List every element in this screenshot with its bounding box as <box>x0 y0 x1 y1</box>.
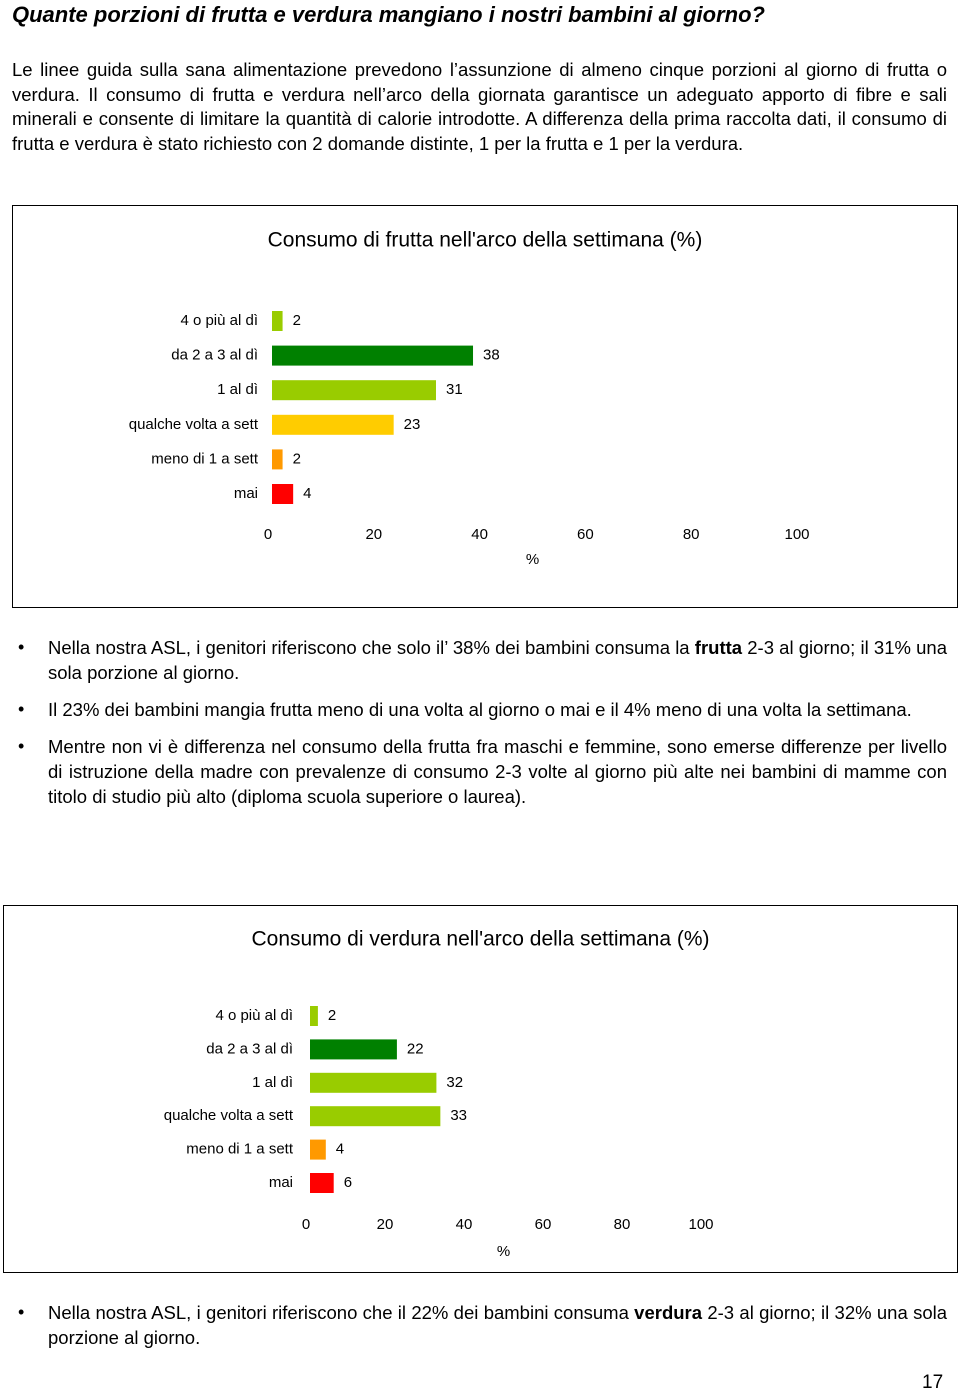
x-tick-label: 80 <box>614 1216 631 1233</box>
x-axis-label: % <box>526 551 539 568</box>
value-label: 23 <box>404 416 421 433</box>
category-label: meno di 1 a sett <box>151 450 259 467</box>
text: Mentre non vi è differenza nel consumo d… <box>48 736 947 807</box>
category-label: 4 o più al dì <box>180 312 258 329</box>
text: Il 23% dei bambini mangia frutta meno di… <box>48 699 912 720</box>
text: 2-3 al giorno; il 32% una sola porzione … <box>48 1302 948 1348</box>
bar <box>272 380 436 401</box>
value-label: 4 <box>303 485 311 502</box>
bar <box>310 1173 334 1193</box>
category-label: mai <box>269 1174 293 1191</box>
text: Nella nostra ASL, i genitori riferiscono… <box>48 637 695 658</box>
bold-text: frutta <box>694 637 743 658</box>
value-label: 33 <box>450 1107 467 1124</box>
bullet-item: Nella nostra ASL, i genitori riferiscono… <box>12 1300 947 1350</box>
value-label: 2 <box>328 1007 336 1024</box>
bullet-item: Nella nostra ASL, i genitori riferiscono… <box>12 635 947 685</box>
bullet-list: Nella nostra ASL, i genitori riferiscono… <box>12 1300 947 1362</box>
value-label: 31 <box>446 381 463 398</box>
x-tick-label: 100 <box>784 526 809 543</box>
bar <box>272 484 294 504</box>
bar <box>310 1139 326 1160</box>
bullet-item: Il 23% dei bambini mangia frutta meno di… <box>12 697 947 722</box>
x-tick-label: 0 <box>302 1216 310 1233</box>
x-axis-label: % <box>497 1243 510 1260</box>
bullet-list: Nella nostra ASL, i genitori riferiscono… <box>12 635 947 821</box>
bar <box>272 345 474 366</box>
text: Nella nostra ASL, i genitori riferiscono… <box>48 1302 635 1323</box>
category-label: qualche volta a sett <box>129 416 259 433</box>
category-label: qualche volta a sett <box>164 1107 294 1124</box>
bar <box>310 1072 437 1093</box>
value-label: 2 <box>293 450 301 467</box>
category-label: da 2 a 3 al dì <box>206 1040 293 1057</box>
heading: Quante porzioni di frutta e verdura mang… <box>12 2 765 27</box>
value-label: 4 <box>336 1141 344 1158</box>
bar <box>310 1006 318 1026</box>
bar <box>272 449 283 470</box>
value-label: 38 <box>483 347 500 364</box>
category-label: mai <box>234 485 258 502</box>
x-tick-label: 60 <box>535 1216 552 1233</box>
category-label: 1 al dì <box>252 1074 293 1091</box>
x-tick-label: 100 <box>688 1216 713 1233</box>
chart-title: Consumo di verdura nell'arco della setti… <box>251 928 709 951</box>
value-label: 2 <box>293 312 301 329</box>
intro-paragraph: Le linee guida sulla sana alimentazione … <box>12 59 947 154</box>
chart-frame <box>12 205 958 608</box>
bullet-item: Mentre non vi è differenza nel consumo d… <box>12 734 947 809</box>
x-tick-label: 80 <box>683 526 700 543</box>
bar <box>272 311 283 331</box>
x-tick-label: 40 <box>456 1216 473 1233</box>
category-label: 4 o più al dì <box>215 1007 293 1024</box>
bold-text: verdura <box>634 1302 703 1323</box>
bar <box>310 1039 397 1060</box>
page-number: 17 <box>922 1372 944 1393</box>
chart: Consumo di frutta nell'arco della settim… <box>12 205 958 608</box>
x-tick-label: 20 <box>365 526 382 543</box>
x-tick-label: 20 <box>377 1216 394 1233</box>
category-label: 1 al dì <box>217 381 258 398</box>
chart-frame <box>3 905 958 1273</box>
chart: Consumo di verdura nell'arco della setti… <box>3 905 958 1273</box>
value-label: 32 <box>446 1074 463 1091</box>
category-label: meno di 1 a sett <box>186 1141 294 1158</box>
value-label: 22 <box>407 1040 424 1057</box>
value-label: 6 <box>344 1174 352 1191</box>
x-tick-label: 0 <box>264 526 272 543</box>
category-label: da 2 a 3 al dì <box>171 347 258 364</box>
x-tick-label: 60 <box>577 526 594 543</box>
bar <box>310 1106 441 1127</box>
x-tick-label: 40 <box>471 526 488 543</box>
bar <box>272 414 394 435</box>
chart-title: Consumo di frutta nell'arco della settim… <box>268 229 703 252</box>
text: 2-3 al giorno; il 31% una sola porzione … <box>48 637 947 683</box>
